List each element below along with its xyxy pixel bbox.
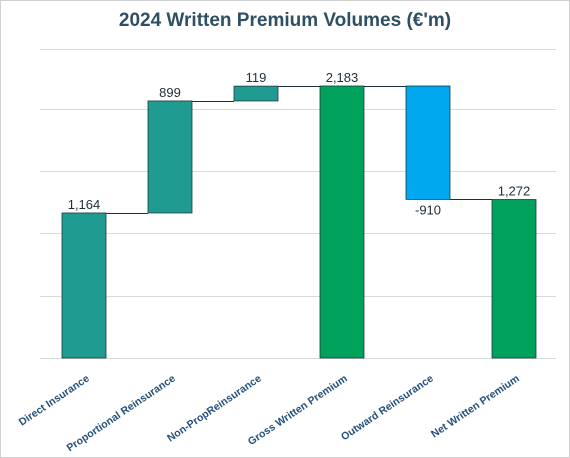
- data-label: 2,183: [326, 70, 359, 85]
- data-label: -910: [415, 202, 441, 217]
- bar-5: [491, 199, 537, 359]
- bar-4: [405, 85, 451, 200]
- bar-3: [319, 85, 365, 359]
- chart-title: 2024 Written Premium Volumes (€'m): [118, 10, 452, 31]
- data-label: 119: [246, 70, 267, 85]
- data-label: 1,272: [498, 184, 531, 199]
- x-tick-label: Non-PropReinsurance: [165, 372, 264, 444]
- x-tick-label: Net Written Premium: [429, 373, 522, 441]
- bar-2: [233, 85, 279, 102]
- data-label: 899: [159, 85, 181, 100]
- x-tick-label: Outward Reinsurance: [339, 372, 436, 443]
- bar-0: [61, 212, 107, 359]
- bar-1: [147, 100, 193, 214]
- data-label: 1,164: [68, 197, 101, 212]
- x-tick-label: Direct Insurance: [17, 372, 92, 428]
